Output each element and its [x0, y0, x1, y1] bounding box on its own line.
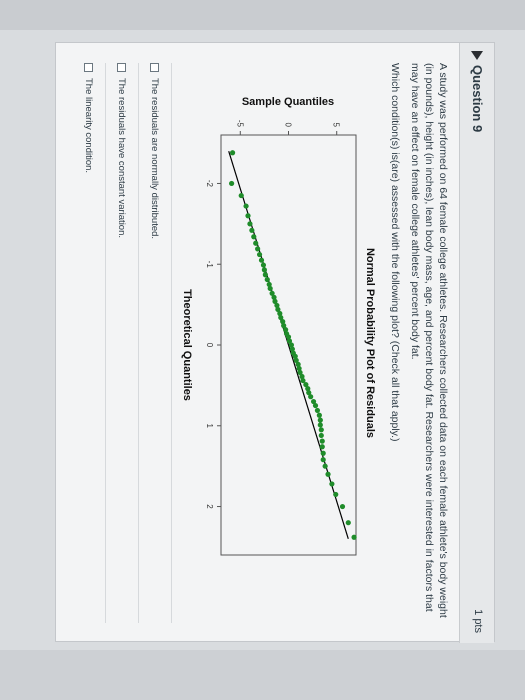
- data-point: [310, 398, 317, 405]
- x-tick-label: 2: [205, 504, 214, 509]
- data-point: [267, 285, 273, 292]
- checkbox-icon[interactable]: [150, 63, 160, 72]
- data-point: [329, 481, 335, 487]
- answer-label: The linearity condition.: [83, 78, 95, 174]
- data-point: [277, 310, 283, 317]
- x-tick-label: -1: [205, 261, 214, 269]
- x-tick-label: 0: [205, 343, 214, 348]
- data-point: [296, 365, 302, 372]
- data-point: [320, 450, 326, 456]
- data-point: [319, 438, 325, 444]
- data-point: [245, 213, 251, 219]
- data-point: [229, 180, 235, 187]
- data-point: [299, 373, 305, 380]
- data-point: [280, 318, 286, 325]
- answer-option-2[interactable]: The residuals have constant variation.: [106, 63, 139, 623]
- data-point: [289, 346, 295, 352]
- data-point: [308, 394, 314, 400]
- data-point: [272, 298, 278, 304]
- background-top: [0, 0, 525, 30]
- data-point: [295, 361, 301, 367]
- data-point: [345, 520, 351, 526]
- data-point: [306, 390, 312, 396]
- data-point: [322, 463, 328, 469]
- data-point: [317, 422, 323, 428]
- data-points: [229, 150, 357, 540]
- data-point: [316, 412, 322, 418]
- answer-option-1[interactable]: The residuals are normally distributed.: [139, 63, 172, 623]
- x-axis-label: Theoretical Quantiles: [181, 289, 193, 401]
- data-point: [325, 471, 331, 477]
- data-point: [318, 432, 324, 439]
- x-axis-ticks: -2 -1 0 1 2: [205, 180, 221, 509]
- data-point: [297, 369, 303, 376]
- data-point: [253, 240, 259, 246]
- answer-label: The residuals have constant variation.: [116, 78, 128, 239]
- x-tick-label: 1: [205, 424, 214, 429]
- data-point: [278, 314, 284, 321]
- data-point: [333, 491, 339, 498]
- data-point: [238, 192, 244, 199]
- y-tick-label: 5: [332, 123, 341, 128]
- data-point: [303, 381, 309, 388]
- data-point: [256, 251, 263, 258]
- data-point: [285, 334, 292, 340]
- data-point: [293, 357, 299, 363]
- data-point: [243, 203, 249, 209]
- data-point: [339, 503, 346, 510]
- y-axis-ticks: -5 0 5: [235, 120, 341, 135]
- checkbox-icon[interactable]: [84, 63, 94, 72]
- data-point: [283, 327, 289, 333]
- data-point: [274, 302, 280, 309]
- data-point: [312, 402, 319, 409]
- data-point: [251, 234, 257, 240]
- y-axis-label: Sample Quantiles: [242, 96, 334, 108]
- data-point: [318, 427, 324, 433]
- data-point: [255, 246, 261, 252]
- data-point: [305, 386, 311, 392]
- data-point: [275, 306, 281, 313]
- answer-label: The residuals are normally distributed.: [149, 78, 161, 240]
- data-point: [262, 272, 268, 278]
- data-point: [288, 342, 294, 348]
- data-point: [317, 417, 323, 423]
- data-point: [229, 150, 236, 156]
- answer-option-3[interactable]: The linearity condition.: [73, 63, 106, 623]
- data-point: [314, 407, 321, 414]
- data-point: [269, 290, 275, 296]
- data-point: [258, 257, 265, 263]
- data-point: [264, 276, 270, 283]
- data-point: [281, 323, 287, 329]
- data-point: [319, 444, 325, 450]
- data-point: [261, 267, 267, 273]
- checkbox-icon[interactable]: [117, 63, 127, 72]
- answer-list: The residuals are normally distributed. …: [73, 63, 172, 623]
- reference-line: [228, 150, 349, 540]
- data-point: [292, 353, 298, 359]
- data-point: [271, 294, 277, 300]
- data-point: [249, 227, 255, 233]
- data-point: [286, 338, 293, 344]
- data-point: [260, 262, 267, 268]
- normal-probability-plot: Sample Quantiles Theoretical Quantiles -…: [181, 96, 357, 556]
- data-point: [351, 534, 357, 540]
- x-tick-label: -2: [205, 180, 214, 188]
- data-point: [320, 457, 326, 463]
- data-point: [266, 281, 272, 288]
- question-card: Question 9 1 pts A study was performed o…: [55, 42, 495, 643]
- background-bottom: [0, 650, 525, 700]
- data-point: [247, 221, 253, 227]
- y-tick-label: 0: [284, 123, 293, 128]
- y-tick-label: -5: [235, 120, 244, 128]
- data-point: [300, 377, 306, 384]
